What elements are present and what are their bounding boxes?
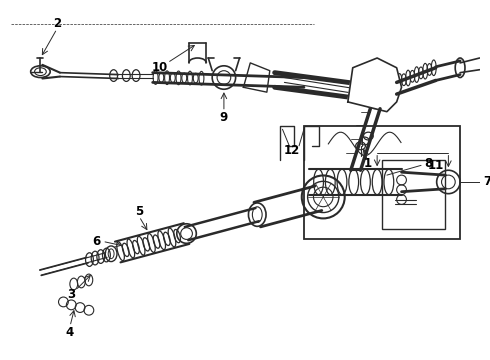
Text: 7: 7 [483, 175, 490, 188]
Text: 8: 8 [425, 157, 433, 170]
Text: 4: 4 [66, 326, 74, 339]
Text: 2: 2 [53, 17, 61, 30]
Text: 12: 12 [284, 144, 300, 157]
Text: 10: 10 [151, 61, 168, 74]
Bar [382, 161, 445, 229]
Text: 9: 9 [220, 111, 228, 124]
Text: 11: 11 [428, 159, 444, 172]
Polygon shape [348, 58, 401, 112]
Text: 5: 5 [135, 205, 143, 218]
Bar [304, 126, 460, 239]
Text: 6: 6 [92, 235, 100, 248]
Text: 1: 1 [363, 157, 371, 170]
Text: 3: 3 [68, 288, 75, 301]
